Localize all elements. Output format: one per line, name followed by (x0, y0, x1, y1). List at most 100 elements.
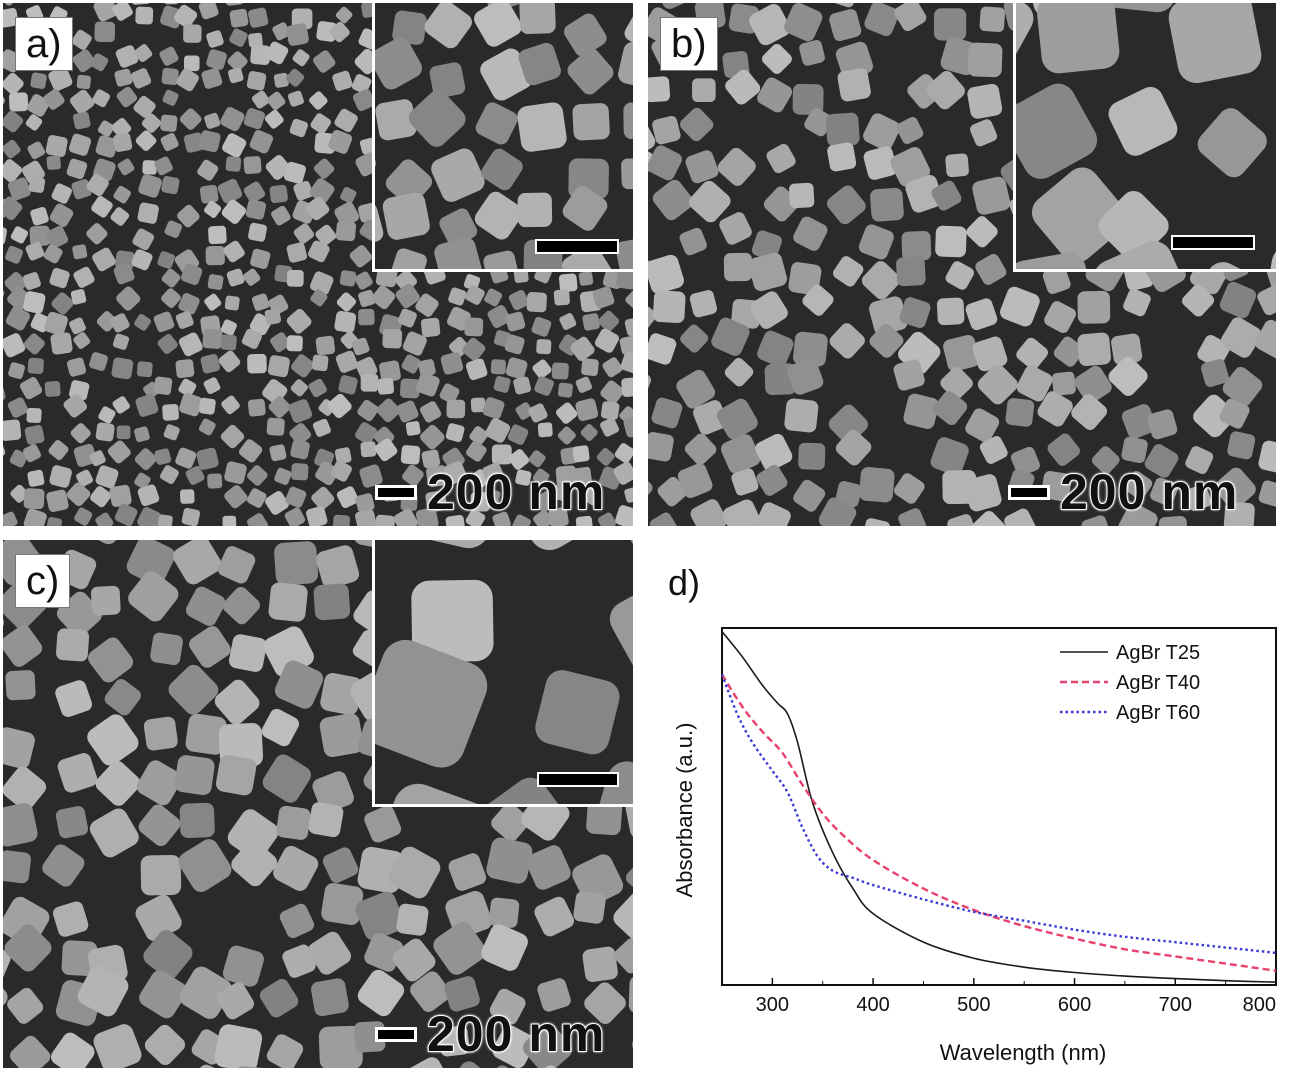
particle (335, 221, 356, 242)
particle (24, 424, 45, 445)
particle (273, 541, 318, 586)
particle (517, 192, 552, 227)
x-tick-label: 800 (1243, 994, 1276, 1016)
particle (117, 426, 131, 440)
particle (526, 292, 547, 313)
particle (264, 308, 281, 325)
inset-scale-bar-b (1171, 235, 1255, 250)
particle (5, 670, 36, 701)
y-axis-label: Absorbance (a.u.) (672, 723, 697, 898)
inset-image-a (375, 3, 633, 269)
particle (243, 156, 261, 174)
particle (91, 586, 121, 616)
particle (45, 134, 68, 157)
particle (979, 6, 1005, 32)
particle (381, 191, 431, 241)
particle (199, 184, 219, 204)
legend-label-3: AgBr T60 (1116, 702, 1200, 724)
particle (572, 103, 610, 141)
particle (113, 132, 133, 152)
particle (896, 256, 926, 286)
particle (554, 289, 570, 305)
particle (825, 112, 860, 147)
particle (968, 42, 1003, 77)
particle (56, 628, 90, 662)
particle (1077, 332, 1112, 367)
particle (1077, 291, 1110, 324)
particle (3, 419, 22, 441)
panel-label-a: a) (15, 17, 73, 71)
particle (143, 716, 179, 752)
particle (315, 335, 335, 355)
particle (3, 849, 32, 884)
particle (76, 75, 91, 90)
particle (269, 444, 287, 462)
scale-bar-text-a: 200 nm (427, 463, 605, 521)
particle (267, 354, 290, 377)
particle (45, 489, 69, 513)
particle (307, 801, 344, 838)
particle (789, 183, 815, 209)
particle (111, 357, 134, 380)
particle (46, 155, 61, 170)
particle (291, 463, 309, 481)
particle (183, 24, 202, 43)
particle (318, 712, 365, 759)
particle (333, 515, 351, 526)
particle (377, 378, 394, 395)
particle (160, 114, 178, 132)
particle (519, 3, 556, 34)
particle (648, 76, 670, 103)
x-tick-label: 700 (1159, 994, 1192, 1016)
particle (558, 382, 574, 398)
particle (464, 317, 483, 336)
particle (245, 199, 267, 221)
particle (536, 339, 551, 354)
particle (653, 290, 686, 323)
particle (26, 408, 41, 423)
particle (202, 329, 223, 350)
scale-bar-a: 200 nm (375, 463, 605, 521)
particle (582, 313, 601, 332)
particle (247, 354, 267, 374)
inset-image-b (1016, 3, 1276, 269)
particle (966, 83, 1003, 120)
x-tick-label: 600 (1058, 994, 1091, 1016)
particle (135, 7, 153, 25)
particle (578, 271, 593, 286)
particle (935, 226, 967, 258)
particle (901, 231, 931, 261)
particle (446, 400, 465, 419)
particle (228, 633, 268, 673)
particle (162, 404, 179, 421)
particle (248, 398, 266, 416)
particle (224, 295, 240, 311)
particle (420, 317, 440, 337)
x-tick-label: 400 (856, 994, 889, 1016)
particle (1035, 3, 1121, 75)
particle (157, 514, 173, 526)
particle (945, 153, 969, 177)
particle (198, 397, 216, 415)
x-tick-label: 500 (957, 994, 990, 1016)
particle (174, 754, 216, 796)
inset-c (372, 540, 633, 807)
panel-label-d: d) (668, 562, 700, 603)
particle (141, 855, 182, 896)
particle (382, 328, 402, 348)
particle (400, 445, 420, 465)
particle (275, 805, 311, 841)
particle (22, 290, 46, 314)
legend-label-2: AgBr T40 (1116, 672, 1200, 694)
sem-panel-b: b) 200 nm (648, 3, 1276, 526)
particle (573, 891, 607, 925)
particle (229, 8, 249, 28)
particle (559, 273, 578, 292)
particle (600, 401, 619, 420)
particle (266, 417, 285, 436)
particle (648, 431, 675, 462)
